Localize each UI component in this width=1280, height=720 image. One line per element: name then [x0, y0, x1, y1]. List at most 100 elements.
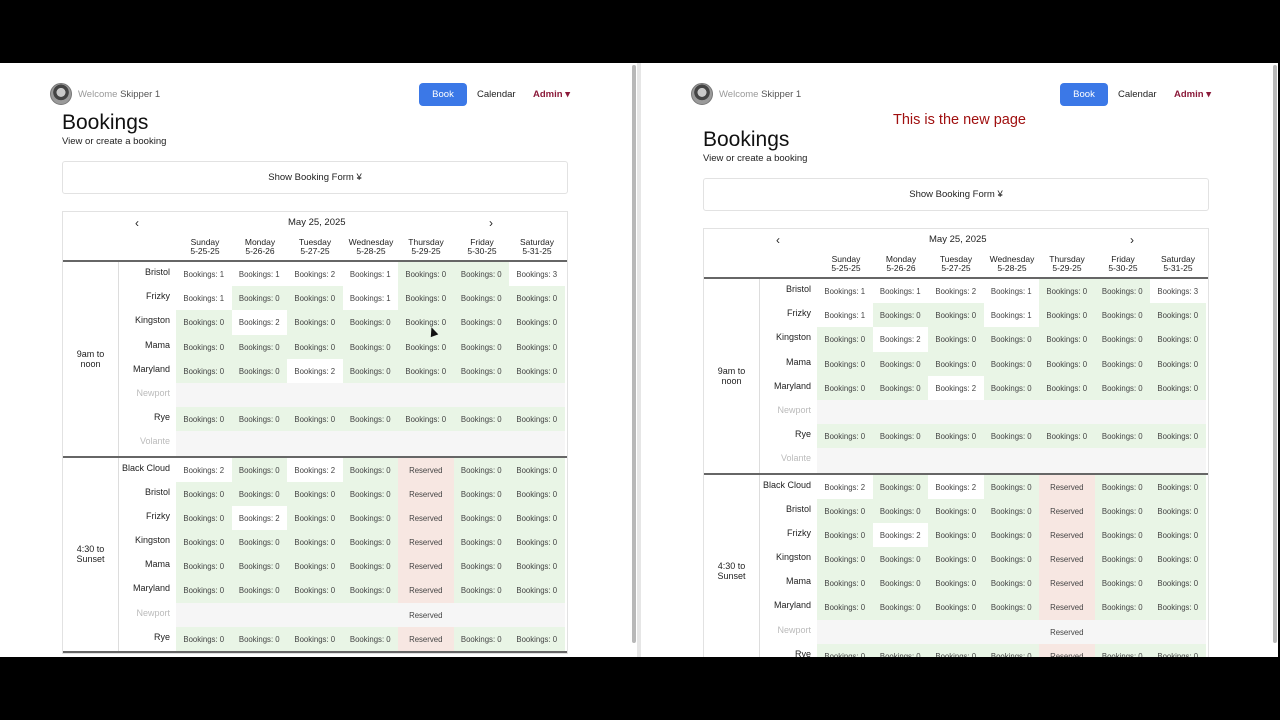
pane-divider[interactable] — [637, 63, 641, 657]
booking-cell[interactable]: Bookings: 0 — [398, 358, 454, 383]
booking-cell[interactable]: Bookings: 0 — [231, 554, 287, 579]
booking-cell[interactable]: Bookings: 0 — [817, 595, 873, 620]
booking-cell[interactable]: Bookings: 2 — [928, 474, 984, 499]
book-button[interactable]: Book — [1060, 83, 1108, 106]
booking-cell[interactable]: Bookings: 0 — [1094, 498, 1150, 523]
admin-menu[interactable]: Admin ▾ — [533, 89, 570, 100]
booking-cell[interactable]: Bookings: 0 — [342, 505, 398, 531]
booking-cell[interactable]: Bookings: 0 — [872, 303, 928, 328]
booking-cell[interactable]: Bookings: 0 — [287, 310, 343, 335]
booking-cell[interactable]: Bookings: 0 — [1094, 424, 1150, 449]
booking-cell[interactable]: Bookings: 0 — [176, 578, 232, 603]
booking-cell[interactable]: Bookings: 0 — [1039, 327, 1095, 352]
booking-cell[interactable]: Bookings: 1 — [872, 279, 928, 304]
booking-cell[interactable]: Bookings: 0 — [509, 530, 565, 555]
booking-cell[interactable]: Bookings: 0 — [872, 498, 928, 523]
booking-cell[interactable]: Bookings: 2 — [231, 310, 287, 335]
booking-cell[interactable]: Bookings: 0 — [453, 407, 509, 432]
booking-cell[interactable]: Bookings: 0 — [231, 457, 287, 482]
booking-cell[interactable]: Bookings: 1 — [342, 262, 398, 287]
booking-cell[interactable]: Bookings: 2 — [817, 474, 873, 499]
booking-cell[interactable]: Bookings: 0 — [1094, 303, 1150, 328]
chevron-left-icon[interactable]: ‹ — [776, 233, 780, 247]
booking-cell[interactable]: Bookings: 0 — [1094, 351, 1150, 376]
reserved-cell[interactable]: Reserved — [1039, 595, 1095, 620]
booking-cell[interactable]: Bookings: 0 — [231, 358, 287, 383]
booking-cell[interactable]: Bookings: 0 — [817, 571, 873, 596]
booking-cell[interactable]: Bookings: 0 — [872, 643, 928, 657]
avatar[interactable] — [50, 83, 72, 105]
booking-cell[interactable]: Bookings: 0 — [287, 578, 343, 603]
booking-cell[interactable]: Bookings: 0 — [342, 554, 398, 579]
booking-cell[interactable]: Bookings: 0 — [509, 407, 565, 432]
booking-cell[interactable]: Bookings: 0 — [509, 334, 565, 359]
booking-cell[interactable]: Bookings: 0 — [817, 643, 873, 657]
booking-cell[interactable]: Bookings: 0 — [1150, 571, 1206, 596]
booking-cell[interactable]: Bookings: 0 — [1150, 375, 1206, 400]
booking-cell[interactable]: Bookings: 0 — [453, 334, 509, 359]
booking-cell[interactable]: Bookings: 3 — [509, 262, 565, 287]
booking-cell[interactable]: Bookings: 1 — [176, 286, 232, 311]
booking-cell[interactable]: Bookings: 0 — [983, 547, 1039, 572]
reserved-cell[interactable]: Reserved — [398, 481, 454, 506]
booking-cell[interactable]: Bookings: 1 — [983, 279, 1039, 304]
booking-cell[interactable]: Bookings: 0 — [1039, 424, 1095, 449]
booking-cell[interactable]: Bookings: 0 — [342, 310, 398, 335]
booking-cell[interactable]: Bookings: 0 — [983, 474, 1039, 499]
booking-cell[interactable]: Bookings: 2 — [287, 262, 343, 287]
booking-cell[interactable]: Bookings: 0 — [983, 522, 1039, 548]
booking-cell[interactable]: Bookings: 0 — [453, 626, 509, 651]
booking-cell[interactable]: Bookings: 0 — [983, 424, 1039, 449]
booking-cell[interactable]: Bookings: 2 — [287, 358, 343, 383]
booking-cell[interactable]: Bookings: 0 — [1150, 498, 1206, 523]
avatar[interactable] — [691, 83, 713, 105]
booking-cell[interactable]: Bookings: 0 — [453, 578, 509, 603]
booking-cell[interactable]: Bookings: 0 — [287, 286, 343, 311]
booking-cell[interactable]: Bookings: 0 — [453, 262, 509, 287]
booking-cell[interactable]: Bookings: 0 — [509, 481, 565, 506]
booking-cell[interactable]: Bookings: 0 — [287, 554, 343, 579]
booking-cell[interactable]: Bookings: 0 — [287, 505, 343, 531]
booking-cell[interactable]: Bookings: 0 — [176, 530, 232, 555]
booking-cell[interactable]: Bookings: 2 — [872, 327, 928, 352]
booking-cell[interactable]: Bookings: 0 — [342, 457, 398, 482]
booking-cell[interactable]: Bookings: 0 — [176, 626, 232, 651]
booking-cell[interactable]: Bookings: 0 — [453, 310, 509, 335]
booking-cell[interactable]: Bookings: 0 — [342, 530, 398, 555]
booking-cell[interactable]: Bookings: 0 — [231, 334, 287, 359]
booking-cell[interactable]: Bookings: 1 — [231, 262, 287, 287]
reserved-cell[interactable]: Reserved — [398, 457, 454, 482]
reserved-cell[interactable]: Reserved — [1039, 474, 1095, 499]
show-booking-form-toggle[interactable]: Show Booking Form ¥ — [703, 178, 1209, 211]
booking-cell[interactable]: Bookings: 0 — [453, 530, 509, 555]
booking-cell[interactable]: Bookings: 0 — [817, 522, 873, 548]
booking-cell[interactable]: Bookings: 0 — [817, 375, 873, 400]
booking-cell[interactable]: Bookings: 0 — [176, 358, 232, 383]
booking-cell[interactable]: Bookings: 0 — [1094, 643, 1150, 657]
booking-cell[interactable]: Bookings: 0 — [231, 530, 287, 555]
reserved-cell[interactable]: Reserved — [1039, 498, 1095, 523]
booking-cell[interactable]: Bookings: 0 — [509, 554, 565, 579]
booking-cell[interactable]: Bookings: 0 — [983, 327, 1039, 352]
booking-cell[interactable]: Bookings: 2 — [287, 457, 343, 482]
booking-cell[interactable]: Bookings: 0 — [176, 310, 232, 335]
booking-cell[interactable]: Bookings: 0 — [1039, 303, 1095, 328]
booking-cell[interactable]: Bookings: 0 — [342, 407, 398, 432]
booking-cell[interactable]: Bookings: 0 — [928, 643, 984, 657]
booking-cell[interactable]: Bookings: 0 — [342, 358, 398, 383]
booking-cell[interactable]: Bookings: 0 — [872, 351, 928, 376]
booking-cell[interactable]: Bookings: 0 — [453, 457, 509, 482]
booking-cell[interactable]: Bookings: 0 — [1150, 303, 1206, 328]
booking-cell[interactable]: Bookings: 0 — [287, 626, 343, 651]
scrollbar[interactable] — [632, 65, 636, 643]
chevron-right-icon[interactable]: › — [1130, 233, 1134, 247]
booking-cell[interactable]: Bookings: 0 — [453, 358, 509, 383]
reserved-cell[interactable]: Reserved — [1039, 643, 1095, 657]
booking-cell[interactable]: Bookings: 0 — [287, 407, 343, 432]
booking-cell[interactable]: Bookings: 0 — [509, 457, 565, 482]
booking-cell[interactable]: Bookings: 0 — [231, 286, 287, 311]
booking-cell[interactable]: Bookings: 0 — [928, 498, 984, 523]
booking-cell[interactable]: Bookings: 0 — [983, 498, 1039, 523]
booking-cell[interactable]: Bookings: 0 — [287, 334, 343, 359]
booking-cell[interactable]: Bookings: 0 — [817, 498, 873, 523]
